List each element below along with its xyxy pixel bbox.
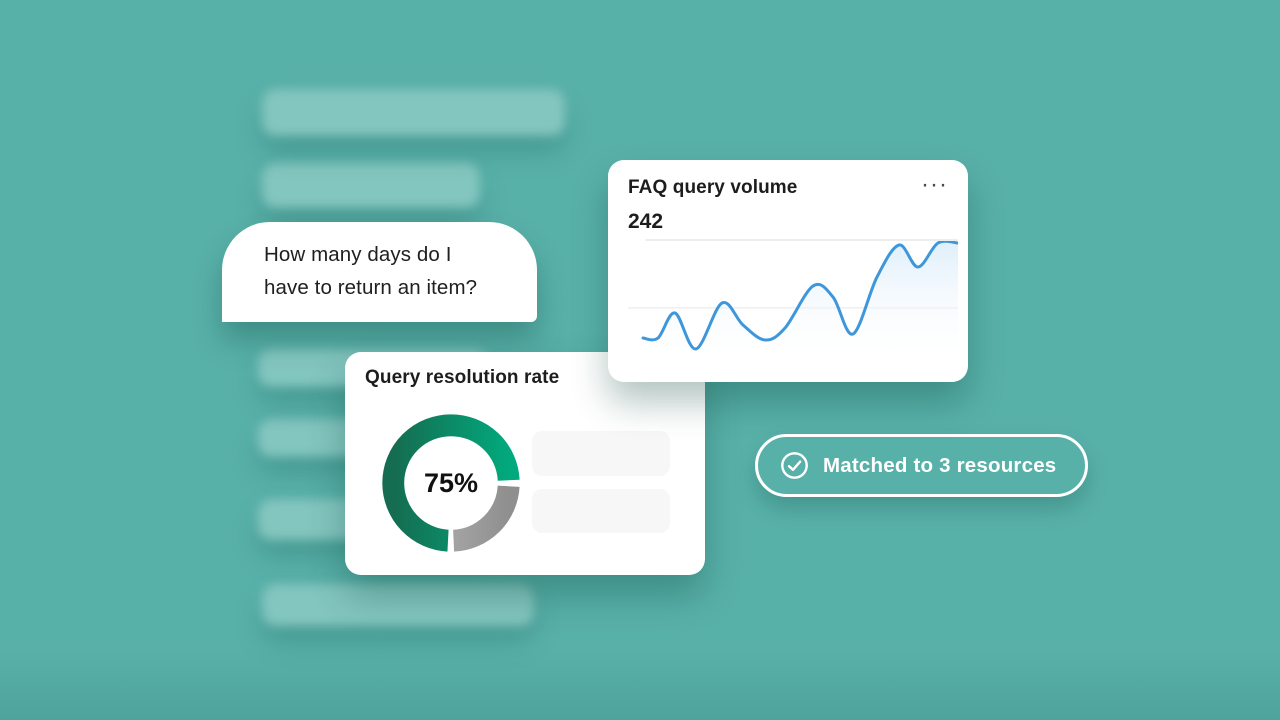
placeholder-row [532,489,670,533]
donut-percent-label: 75% [423,467,479,498]
matched-resources-badge[interactable]: Matched to 3 resources [755,434,1088,497]
badge-label: Matched to 3 resources [823,453,1057,477]
blurred-placeholder-bar [262,89,565,136]
donut-chart: 75% [381,413,521,553]
line-chart-line [641,239,960,351]
blurred-placeholder-bar [262,584,534,626]
divider [645,239,958,241]
query-resolution-card: Query resolution rate 75% [345,352,705,575]
chat-bubble: How many days do I have to return an ite… [222,222,537,322]
card-title: FAQ query volume [628,177,798,198]
line-chart-svg [628,239,960,363]
metric-value: 242 [628,210,664,233]
check-circle-icon [781,452,808,479]
card-title: Query resolution rate [365,367,560,388]
chat-bubble-text-line1: How many days do I [264,243,452,266]
donut-segment-resolved [382,414,520,552]
faq-query-volume-card: FAQ query volume ··· 242 [608,160,968,382]
line-chart [628,239,960,363]
placeholder-row [532,431,670,476]
chat-bubble-text-line2: have to return an item? [264,276,478,299]
overflow-menu-icon[interactable]: ··· [921,171,948,198]
blurred-placeholder-bar [262,163,480,208]
donut-chart-svg [382,414,520,552]
line-chart-area [643,241,958,363]
gridline [628,307,958,309]
